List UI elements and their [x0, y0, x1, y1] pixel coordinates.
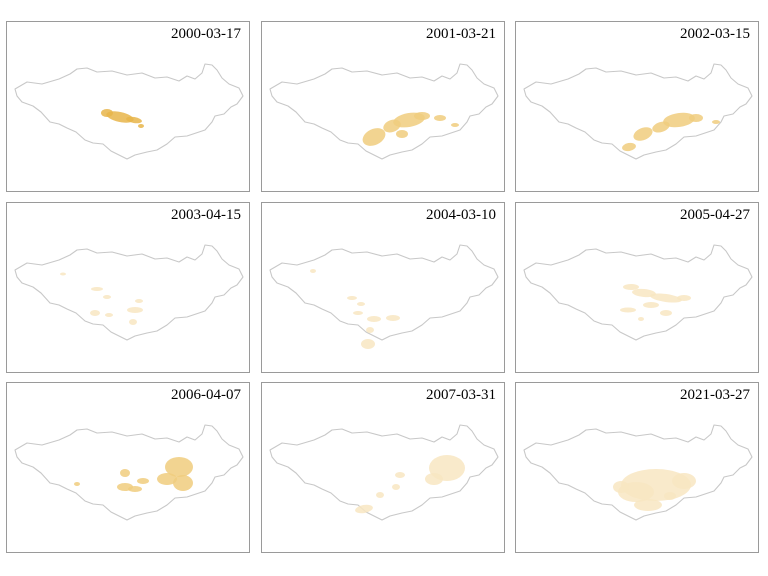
map-panel: 2005-04-27: [515, 202, 759, 373]
dust-patch: [165, 457, 193, 477]
dust-patch: [664, 492, 676, 500]
dust-map: [269, 63, 499, 160]
dust-map: [269, 244, 499, 349]
dust-map: [523, 63, 753, 160]
dust-patch: [129, 319, 137, 325]
dust-patch: [353, 311, 363, 315]
dust-patch: [623, 284, 639, 290]
panel-date-label: 2000-03-17: [171, 26, 241, 42]
dust-patch: [347, 296, 357, 300]
dust-patch: [395, 472, 405, 478]
dust-patch: [660, 310, 672, 316]
region-outline: [14, 424, 244, 521]
panel-date-label: 2006-04-07: [171, 387, 241, 403]
map-panel: 2002-03-15: [515, 21, 759, 192]
region-outline: [14, 244, 244, 341]
dust-patch: [361, 339, 375, 349]
dust-patch: [157, 473, 177, 485]
dust-map: [523, 244, 753, 341]
panel-date-label: 2007-03-31: [426, 387, 496, 403]
dust-patch: [643, 302, 659, 308]
dust-patch: [357, 302, 365, 306]
dust-patch: [127, 307, 143, 313]
dust-patch: [386, 315, 400, 321]
dust-patch: [633, 127, 653, 141]
region-outline: [523, 244, 753, 341]
dust-patch: [376, 492, 384, 498]
dust-map: [14, 424, 244, 521]
dust-patch: [120, 469, 130, 477]
map-grid: 2000-03-17 2001-03-21 2002-03-15 2003-04-15…: [6, 21, 760, 556]
map-panel: 2007-03-31: [261, 382, 505, 553]
map-panel: 2000-03-17: [6, 21, 250, 192]
dust-map: [523, 424, 753, 521]
dust-patch: [91, 287, 103, 291]
map-panel: 2004-03-10: [261, 202, 505, 373]
dust-patch: [126, 116, 142, 124]
dust-patch: [650, 293, 682, 303]
dust-patch: [712, 120, 720, 124]
panel-date-label: 2004-03-10: [426, 207, 496, 223]
map-panel: 2003-04-15: [6, 202, 250, 373]
dust-patch: [672, 473, 696, 489]
dust-patch: [383, 119, 401, 133]
dust-map: [14, 63, 244, 160]
dust-patch: [652, 121, 670, 133]
dust-patch: [137, 478, 149, 484]
dust-patch: [451, 123, 459, 127]
dust-patch: [105, 313, 113, 317]
dust-patch: [101, 109, 113, 117]
map-panel: 2001-03-21: [261, 21, 505, 192]
panel-date-label: 2005-04-27: [680, 207, 750, 223]
dust-patch: [355, 504, 373, 514]
dust-patch: [634, 499, 662, 511]
dust-patch: [362, 128, 386, 146]
panel-date-label: 2003-04-15: [171, 207, 241, 223]
dust-patch: [689, 114, 703, 122]
dust-patch: [138, 124, 144, 128]
region-outline: [269, 63, 499, 160]
dust-patch: [632, 288, 656, 298]
dust-patch: [128, 486, 142, 492]
dust-patch: [620, 307, 636, 313]
dust-patch: [677, 295, 691, 301]
dust-patch: [90, 310, 100, 316]
panel-date-label: 2001-03-21: [426, 26, 496, 42]
dust-patch: [613, 481, 629, 493]
dust-patch: [367, 316, 381, 322]
dust-patch: [135, 299, 143, 303]
panel-date-label: 2021-03-27: [680, 387, 750, 403]
dust-patch: [622, 142, 636, 152]
dust-patch: [60, 272, 66, 276]
dust-map: [14, 244, 244, 341]
dust-patch: [103, 295, 111, 299]
dust-map: [269, 424, 499, 521]
region-outline: [269, 244, 499, 341]
dust-patch: [425, 473, 443, 485]
dust-patch: [74, 482, 80, 486]
region-outline: [523, 63, 753, 160]
map-panel: 2021-03-27: [515, 382, 759, 553]
region-outline: [523, 424, 753, 521]
dust-patch: [638, 317, 644, 321]
region-outline: [269, 424, 499, 521]
dust-patch: [173, 475, 193, 491]
dust-patch: [366, 327, 374, 333]
dust-patch: [663, 112, 695, 128]
panel-date-label: 2002-03-15: [680, 26, 750, 42]
dust-patch: [414, 112, 430, 120]
dust-patch: [434, 115, 446, 121]
map-panel: 2006-04-07: [6, 382, 250, 553]
dust-patch: [392, 484, 400, 490]
dust-patch: [310, 269, 316, 273]
dust-patch: [396, 130, 408, 138]
region-outline: [14, 63, 244, 160]
